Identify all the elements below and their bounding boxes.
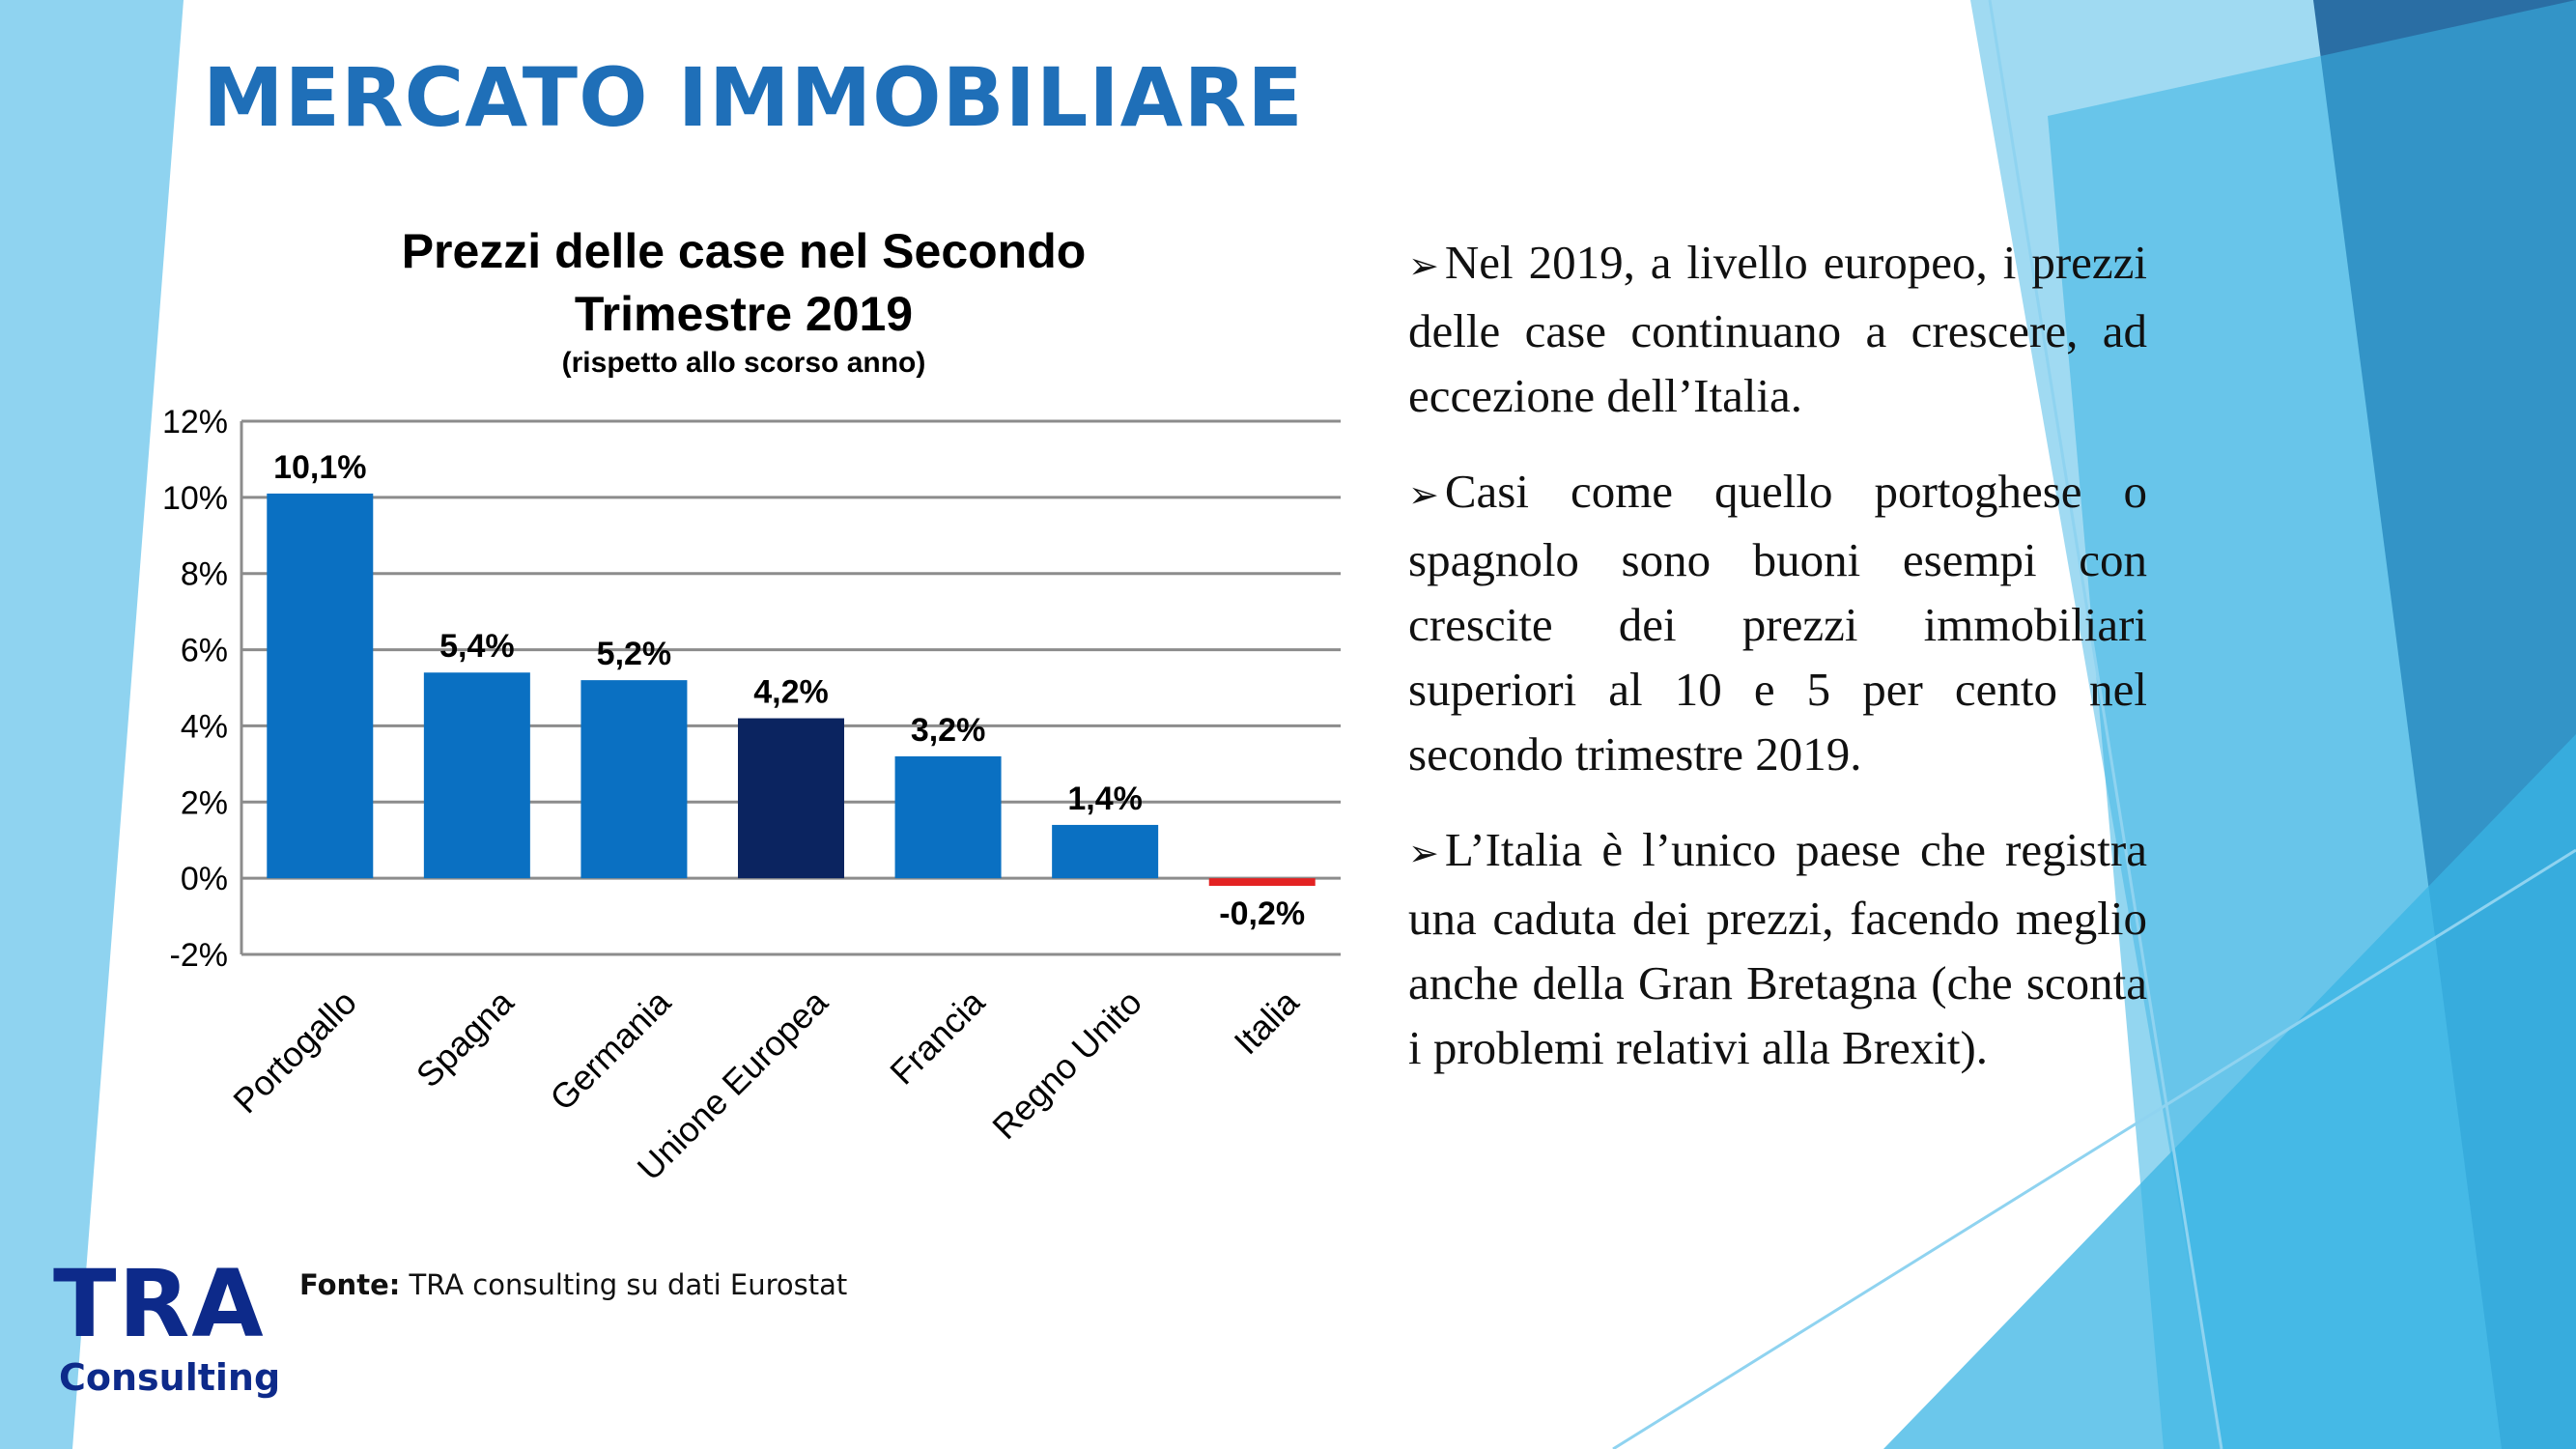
y-tick-label: 4% (181, 708, 228, 745)
data-label: 3,2% (911, 712, 986, 749)
source-note: Fonte: TRA consulting su dati Eurostat (299, 1268, 847, 1301)
bullet-item: ➢ L’Italia è l’unico paese che registra u… (1408, 817, 2147, 1080)
bullet-text: L’Italia è l’unico paese che registra un… (1408, 823, 2147, 1074)
data-label: 4,2% (753, 674, 829, 711)
lower-right-triangle (1883, 734, 2576, 1449)
y-tick-label: -2% (170, 937, 228, 974)
bullet-item: ➢ Nel 2019, a livello europeo, i prezzi d… (1408, 230, 2147, 428)
decor-line-2 (1612, 848, 2576, 1449)
x-tick-label: Germania (542, 981, 678, 1118)
arrowhead-bullet-icon: ➢ (1408, 473, 1439, 516)
bullet-list: ➢ Nel 2019, a livello europeo, i prezzi d… (1408, 230, 2147, 1111)
bar (580, 680, 688, 879)
bar (267, 493, 374, 879)
x-tick-label: Spagna (409, 981, 522, 1094)
bullet-item: ➢ Casi come quello portoghese o spagnolo … (1408, 459, 2147, 786)
slide-title: MERCATO IMMOBILIARE (203, 50, 1304, 145)
y-tick-label: 2% (181, 784, 228, 821)
bullet-text: Casi come quello portoghese o spagnolo s… (1408, 465, 2147, 781)
data-label: 1,4% (1067, 781, 1143, 817)
y-tick-label: 0% (181, 861, 228, 897)
x-tick-label: Portogallo (225, 982, 364, 1122)
bar (1208, 878, 1316, 887)
logo-subtitle: Consulting (59, 1356, 281, 1399)
data-label: 10,1% (273, 449, 366, 486)
logo-wordmark: TRA (53, 1250, 266, 1358)
x-tick-label: Regno Unito (984, 982, 1149, 1148)
left-accent-band (0, 0, 184, 1449)
data-label: -0,2% (1219, 895, 1305, 932)
bar (1052, 824, 1159, 879)
bar (894, 755, 1002, 879)
y-tick-label: 10% (162, 480, 228, 517)
bullet-text: Nel 2019, a livello europeo, i prezzi de… (1408, 236, 2147, 422)
source-text: TRA consulting su dati Eurostat (400, 1268, 848, 1301)
bar (423, 672, 530, 879)
y-tick-label: 6% (181, 633, 228, 669)
chart-subtitle: (rispetto allo scorso anno) (562, 347, 926, 379)
chart-title-line-1: Prezzi delle case nel Secondo (402, 224, 1087, 278)
data-labels: 10,1% 5,4% 5,2% 4,2% 3,2% 1,4% -0,2% (273, 449, 1305, 932)
arrowhead-bullet-icon: ➢ (1408, 244, 1439, 287)
decor-line-1 (1988, 0, 2223, 1449)
data-label: 5,2% (597, 636, 672, 672)
data-label: 5,4% (439, 628, 515, 665)
x-tick-label: Italia (1227, 981, 1307, 1062)
y-tick-label: 8% (181, 556, 228, 593)
bar (738, 718, 844, 879)
chart-title-line-2: Trimestre 2019 (575, 287, 913, 341)
bar-chart: Prezzi delle case nel Secondo Trimestre … (162, 224, 1341, 1188)
y-axis-ticks: -2% 0% 2% 4% 6% 8% 10% 12% (162, 404, 228, 974)
y-tick-label: 12% (162, 404, 228, 440)
source-label: Fonte: (299, 1268, 401, 1301)
x-tick-label: Francia (882, 981, 993, 1093)
bars (267, 493, 1316, 887)
company-logo: TRA Consulting (53, 1256, 285, 1399)
arrowhead-bullet-icon: ➢ (1408, 832, 1439, 874)
